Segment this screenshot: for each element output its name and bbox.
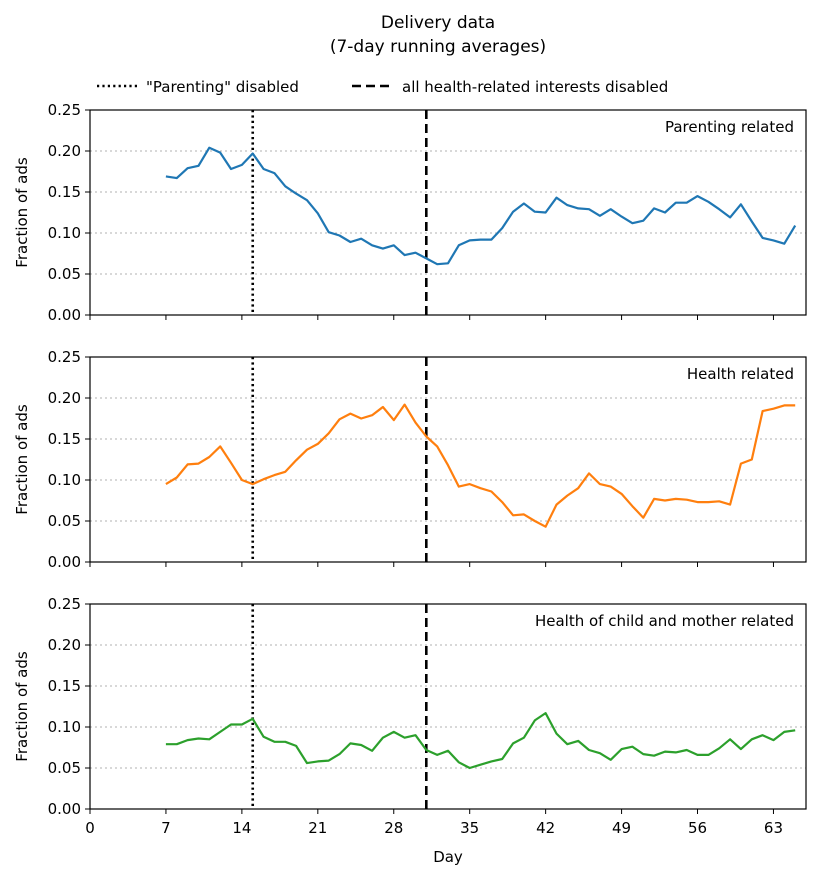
y-tick-label: 0.05 <box>48 265 81 283</box>
x-tick-label: 21 <box>308 819 327 837</box>
x-tick-label: 7 <box>161 819 171 837</box>
panel-label: Parenting related <box>665 118 794 136</box>
panels: 0.00 0.05 0.10 0.15 0.20 0.25 Parenting relate… <box>13 101 807 837</box>
y-tick-label: 0.20 <box>48 636 81 654</box>
y-axis-label: Fraction of ads <box>13 651 31 762</box>
plot-frame <box>89 603 807 810</box>
y-tick-label: 0.25 <box>48 595 81 613</box>
y-axis-label: Fraction of ads <box>13 404 31 515</box>
y-tick-label: 0.00 <box>48 800 81 818</box>
y-tick-label: 0.00 <box>48 553 81 571</box>
y-tick-label: 0.10 <box>48 224 81 242</box>
y-tick-label: 0.10 <box>48 718 81 736</box>
chart-subtitle: (7-day running averages) <box>330 37 546 57</box>
chart-title: Delivery data <box>381 13 495 33</box>
legend-label-health-disabled: all health-related interests disabled <box>402 78 668 96</box>
y-tick-label: 0.10 <box>48 471 81 489</box>
series-line <box>165 146 797 266</box>
panel-1: 0.00 0.05 0.10 0.15 0.20 0.25 Parenting relate… <box>13 101 807 324</box>
y-tick-label: 0.25 <box>48 348 81 366</box>
y-tick-label: 0.25 <box>48 101 81 119</box>
y-tick-label: 0.05 <box>48 759 81 777</box>
legend-label-parenting-disabled: "Parenting" disabled <box>146 78 299 96</box>
y-tick-label: 0.15 <box>48 183 81 201</box>
x-axis-label: Day <box>433 848 463 866</box>
legend: "Parenting" disabled all health-related … <box>97 78 668 96</box>
panel-label: Health related <box>687 365 794 383</box>
x-tick-label: 56 <box>688 819 707 837</box>
panel-3: 0.00 0.05 0.10 0.15 0.20 0.25 0 7 14 21 28 35 42 49 56… <box>13 595 807 837</box>
x-tick-label: 42 <box>536 819 555 837</box>
panel-2: 0.00 0.05 0.10 0.15 0.20 0.25 Health related Fr… <box>13 348 807 571</box>
series-line <box>165 711 796 770</box>
y-tick-label: 0.20 <box>48 142 81 160</box>
y-tick-label: 0.20 <box>48 389 81 407</box>
y-axis-label: Fraction of ads <box>13 157 31 268</box>
x-tick-label: 63 <box>764 819 783 837</box>
y-tick-label: 0.05 <box>48 512 81 530</box>
y-tick-label: 0.15 <box>48 677 81 695</box>
x-tick-label: 35 <box>460 819 479 837</box>
x-tick-label: 0 <box>85 819 95 837</box>
plot-frame <box>89 109 807 316</box>
y-tick-label: 0.00 <box>48 306 81 324</box>
x-tick-label: 14 <box>232 819 251 837</box>
panel-label: Health of child and mother related <box>535 612 794 630</box>
x-tick-label: 49 <box>612 819 631 837</box>
y-tick-label: 0.15 <box>48 430 81 448</box>
series-line <box>165 403 796 528</box>
plot-frame <box>89 356 807 563</box>
x-tick-label: 28 <box>384 819 403 837</box>
